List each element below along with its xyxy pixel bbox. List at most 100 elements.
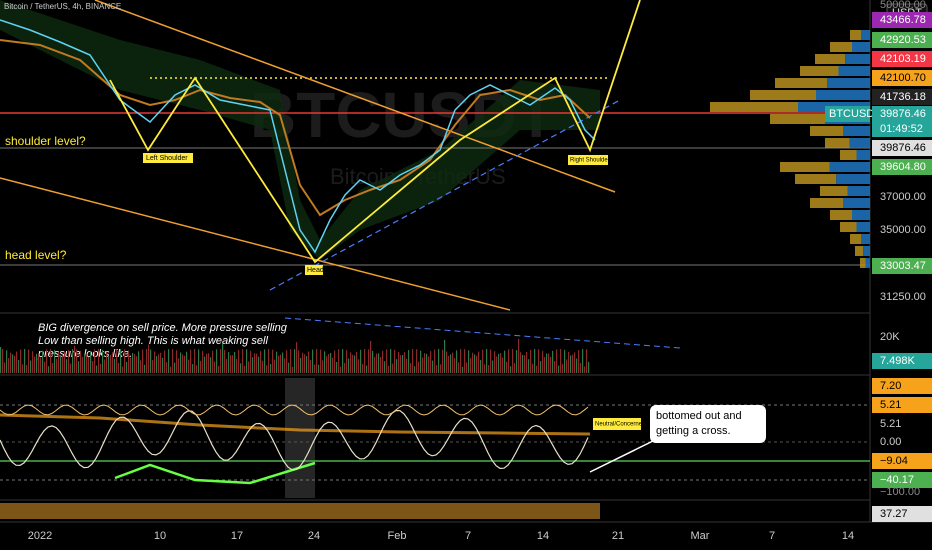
volume-bar: [190, 349, 192, 373]
osc-band: [0, 413, 591, 436]
volume-bar: [78, 361, 80, 373]
volume-bar: [150, 349, 152, 373]
oscillator: [0, 404, 589, 471]
volume-bar: [408, 350, 410, 373]
volume-bar: [434, 349, 436, 373]
time-label: 24: [308, 530, 320, 542]
callout-text: bottomed out and: [656, 410, 742, 422]
highlight: [285, 378, 315, 498]
pattern-zigzag: [109, 0, 641, 264]
time-label: 14: [842, 530, 854, 542]
volume-bar: [588, 361, 590, 373]
volume-bar: [260, 351, 262, 373]
volume-bar: [356, 351, 358, 373]
volume-bar: [582, 349, 584, 373]
price-label: 37.27: [880, 508, 908, 520]
price-label: 5.21: [880, 418, 901, 430]
volume-bar: [442, 349, 444, 373]
volume-bar: [298, 350, 300, 373]
volume-bar: [252, 357, 254, 373]
volume-bar: [538, 349, 540, 373]
volume-bar: [428, 356, 430, 373]
volume-bar: [296, 342, 298, 373]
volume-bar: [200, 360, 202, 373]
volume-bar: [332, 357, 334, 373]
profile-bar: [856, 222, 870, 232]
time-label: 7: [465, 530, 471, 542]
volume-bar: [204, 356, 206, 373]
volume-bar: [0, 347, 2, 373]
volume-bar: [560, 349, 562, 373]
volume-bar: [484, 364, 486, 373]
volume-bar: [452, 352, 454, 373]
volume-bar: [308, 351, 310, 373]
price-label: 50000.00: [880, 0, 926, 11]
volume-bar: [134, 354, 136, 373]
note: BIG divergence on sell price. More press…: [38, 322, 288, 334]
ticker-box: [825, 106, 870, 122]
price-line: [0, 19, 596, 254]
profile-bar: [816, 90, 870, 100]
volume-bar: [158, 354, 160, 373]
volume-bar: [254, 353, 256, 373]
profile-bar: [800, 66, 839, 76]
price-badge: [872, 159, 932, 175]
profile-bar: [810, 126, 843, 136]
volume-bar: [570, 355, 572, 373]
volume-bar: [218, 366, 220, 373]
volume-bar: [366, 365, 368, 373]
profile-bar: [843, 198, 870, 208]
volume-bar: [246, 349, 248, 373]
volume-bar: [490, 349, 492, 373]
volume-bar: [362, 363, 364, 373]
volume-bar: [116, 350, 118, 373]
volume-bar: [90, 350, 92, 373]
volume-bar: [242, 349, 244, 373]
volume-bar: [238, 349, 240, 373]
volume-bar: [168, 349, 170, 373]
volume-bar: [404, 352, 406, 373]
price-label: 33003.47: [880, 260, 926, 272]
volume-bar: [390, 349, 392, 373]
volume-bar: [32, 351, 34, 373]
price-label: 0.00: [880, 436, 901, 448]
volume-bar: [544, 357, 546, 373]
volume-bar: [196, 365, 198, 373]
volume-bar: [174, 362, 176, 373]
volume-bar: [498, 353, 500, 373]
osc-line: [0, 409, 589, 471]
annotation: head level?: [5, 248, 67, 262]
volume-bar: [406, 358, 408, 373]
volume-bar: [384, 361, 386, 373]
volume-bar: [210, 357, 212, 373]
volume-bar: [382, 350, 384, 373]
profile-bar: [750, 90, 816, 100]
volume-bar: [358, 359, 360, 373]
volume-bar: [576, 358, 578, 373]
tag: [593, 418, 641, 430]
profile-bar: [825, 138, 850, 148]
volume-bar: [522, 354, 524, 373]
volume-bar: [342, 349, 344, 373]
volume-bar: [270, 364, 272, 373]
volume-bar: [380, 357, 382, 373]
volume-bar: [194, 349, 196, 373]
volume-bar: [94, 349, 96, 373]
volume-bar: [188, 359, 190, 373]
profile-bar: [863, 246, 870, 256]
volume-bar: [282, 352, 284, 373]
volume-profile: [710, 30, 870, 268]
volume-bar: [42, 350, 44, 373]
volume-bar: [338, 349, 340, 373]
volume-bar: [450, 354, 452, 373]
price-label: 42103.19: [880, 53, 926, 65]
volume-bar: [152, 360, 154, 373]
volume-bar: [38, 353, 40, 373]
volume-bar: [10, 352, 12, 373]
volume-bar: [268, 349, 270, 373]
volume-bar: [62, 355, 64, 373]
tag-text: Right Shoulder: [570, 158, 610, 164]
volume-bar: [236, 358, 238, 373]
volume-bar: [4, 362, 6, 373]
volume-bar: [72, 349, 74, 373]
